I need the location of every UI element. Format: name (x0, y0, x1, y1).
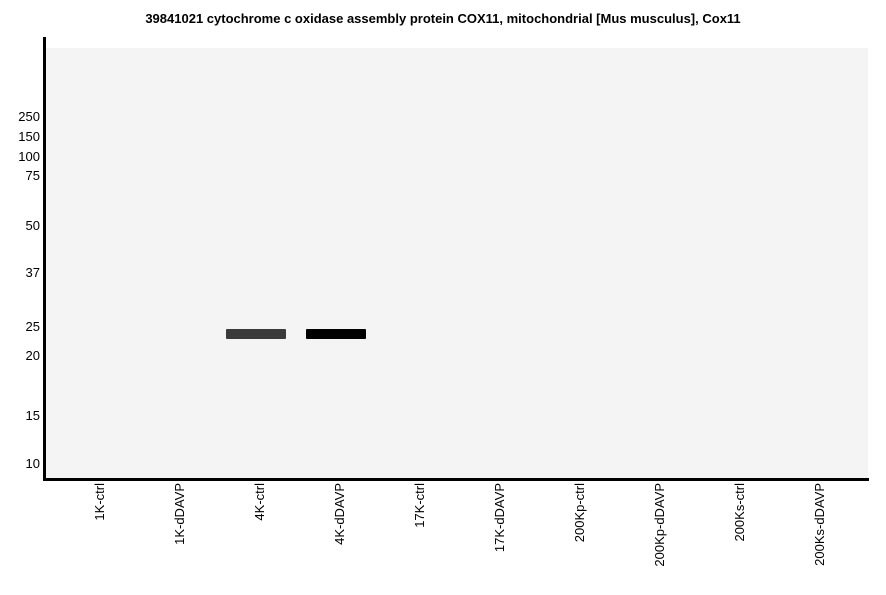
lane-label: 1K-dDAVP (172, 483, 187, 545)
lane-label: 1K-ctrl (92, 483, 107, 521)
lane-label: 200Kp-dDAVP (652, 483, 667, 567)
lane-label: 200Ks-dDAVP (812, 483, 827, 566)
mw-marker-label: 20 (25, 348, 40, 363)
y-axis-line (43, 37, 46, 481)
lane-label: 17K-ctrl (412, 483, 427, 528)
mw-marker-label: 150 (18, 129, 40, 144)
mw-marker-label: 37 (25, 265, 40, 280)
lane-label: 4K-ctrl (252, 483, 267, 521)
mw-marker-label: 50 (25, 218, 40, 233)
protein-band-4K-ctrl (226, 329, 286, 339)
mw-marker-label: 25 (25, 319, 40, 334)
mw-marker-label: 250 (18, 109, 40, 124)
mw-marker-label: 100 (18, 149, 40, 164)
lane-label: 200Kp-ctrl (572, 483, 587, 543)
lane-label: 4K-dDAVP (332, 483, 347, 545)
chart-title: 39841021 cytochrome c oxidase assembly p… (145, 11, 741, 26)
mw-marker-label: 10 (25, 456, 40, 471)
lane-label: 200Ks-ctrl (732, 483, 747, 542)
x-axis-line (43, 478, 869, 481)
mw-marker-label: 75 (25, 168, 40, 183)
lane-label: 17K-dDAVP (492, 483, 507, 553)
gel-plot-area (46, 48, 868, 478)
protein-band-4K-dDAVP (306, 329, 366, 339)
mw-marker-label: 15 (25, 408, 40, 423)
